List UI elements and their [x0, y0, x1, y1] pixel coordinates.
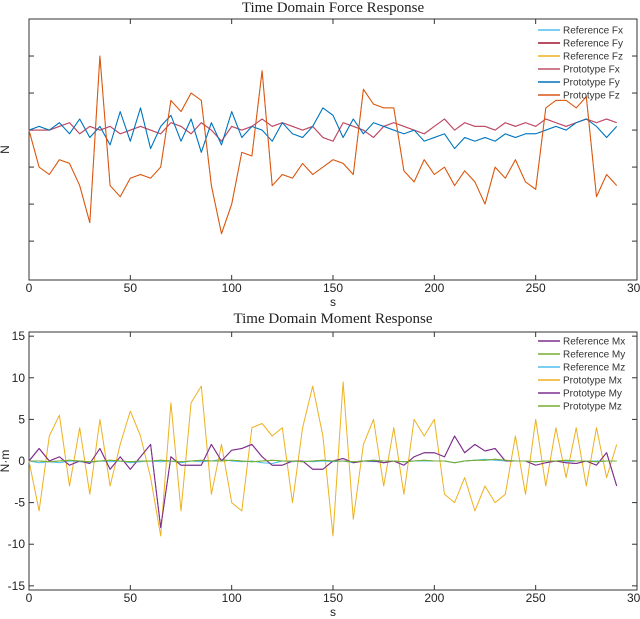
x-tick-label: 50	[124, 591, 138, 605]
x-tick-label: 300	[627, 591, 640, 605]
legend: Reference Fx Reference Fy Reference Fz Prot…	[538, 26, 623, 102]
x-tick-label: 300	[627, 281, 640, 295]
x-axis-label: s	[330, 605, 336, 619]
legend-label: Reference Fz	[563, 52, 623, 63]
x-tick-label: 100	[222, 281, 242, 295]
x-tick-label: 250	[526, 281, 546, 295]
y-tick-label: -5	[14, 496, 25, 510]
legend-label: Prototype Mx	[563, 376, 622, 387]
y-tick-label: 10	[12, 371, 26, 385]
legend-label: Reference My	[563, 350, 625, 361]
series-line-prototype-fz	[28, 55, 618, 235]
series-line-prototype-fy	[28, 107, 618, 153]
y-tick-label: 15	[12, 329, 26, 343]
y-tick-label: -10	[8, 537, 26, 551]
y-axis-label: N	[0, 145, 12, 154]
legend-label: Reference Mz	[563, 363, 625, 374]
legend-label: Prototype Fx	[563, 65, 620, 76]
y-tick-label: -15	[8, 579, 26, 593]
legend-label: Reference Mx	[563, 337, 625, 348]
x-tick-label: 150	[323, 281, 343, 295]
legend: Reference Mx Reference My Reference Mz Prot…	[538, 337, 625, 413]
legend-label: Prototype Fz	[563, 91, 620, 102]
series-line-prototype-mz	[29, 458, 617, 464]
x-tick-label: 50	[124, 281, 138, 295]
y-axis-label: N·m	[0, 450, 12, 473]
x-axis-label: s	[330, 295, 336, 309]
legend-label: Reference Fy	[563, 39, 623, 50]
chart-title: Time Domain Force Response	[242, 0, 425, 16]
x-tick-label: 200	[424, 591, 444, 605]
x-tick-label: 200	[424, 281, 444, 295]
legend-label: Reference Fx	[563, 26, 623, 37]
x-tick-label: 0	[26, 591, 33, 605]
x-tick-label: 0	[26, 281, 33, 295]
legend-label: Prototype Fy	[563, 78, 620, 89]
y-tick-label: 0	[18, 454, 25, 468]
plot-area	[28, 18, 638, 281]
force-chart: Time Domain Force Response 0 50 100 150 200 25…	[0, 0, 640, 309]
y-tick-label: 5	[18, 412, 25, 426]
chart-title: Time Domain Moment Response	[233, 311, 432, 327]
x-tick-label: 250	[526, 591, 546, 605]
x-tick-label: 150	[323, 591, 343, 605]
x-tick-label: 100	[222, 591, 242, 605]
series-line-prototype-mx	[28, 381, 618, 537]
legend-label: Prototype Mz	[563, 402, 622, 413]
legend-label: Prototype My	[563, 389, 622, 400]
